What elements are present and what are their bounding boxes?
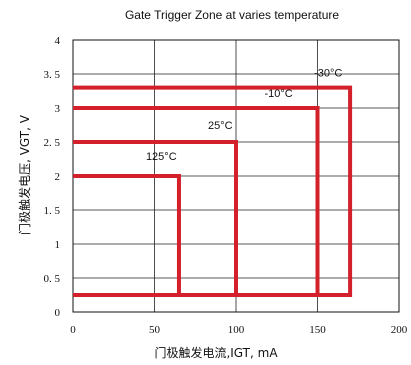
x-axis-label: 门极触发电流,IGT, mA bbox=[154, 345, 278, 360]
y-tick-label-1: 0. 5 bbox=[44, 273, 61, 285]
y-tick-label-3: 1. 5 bbox=[44, 205, 61, 217]
x-tick-label-group: 0 50 100 150 200 bbox=[70, 324, 408, 336]
series-label-group: 125°C 25°C -10°C -30°C bbox=[146, 68, 342, 163]
y-tick-label-5: 2. 5 bbox=[44, 137, 61, 149]
chart-title: Gate Trigger Zone at varies temperature bbox=[125, 8, 339, 22]
series-group bbox=[73, 85, 353, 297]
x-tick-label-3: 150 bbox=[309, 324, 326, 336]
series-line-3 bbox=[73, 85, 353, 297]
y-tick-label-4: 2 bbox=[55, 171, 61, 183]
y-tick-label-6: 3 bbox=[55, 103, 61, 115]
series-label-2: -10°C bbox=[265, 88, 293, 100]
y-axis-label: 门极触发电压, VGT, V bbox=[17, 114, 32, 235]
x-tick-label-2: 100 bbox=[228, 324, 245, 336]
series-label-3: -30°C bbox=[314, 68, 342, 80]
series-line-0 bbox=[73, 174, 181, 297]
x-tick-label-4: 200 bbox=[391, 324, 408, 336]
series-label-0: 125°C bbox=[146, 151, 177, 163]
y-tick-label-group: 0 0. 5 1 1. 5 2 2. 5 3 3. 5 4 bbox=[44, 35, 61, 319]
series-label-1: 25°C bbox=[208, 120, 233, 132]
series-line-2 bbox=[73, 106, 320, 297]
x-tick-label-0: 0 bbox=[70, 324, 76, 336]
y-tick-label-2: 1 bbox=[55, 239, 61, 251]
y-tick-label-0: 0 bbox=[55, 307, 61, 319]
y-tick-label-8: 4 bbox=[55, 35, 61, 47]
y-tick-label-7: 3. 5 bbox=[44, 69, 61, 81]
x-tick-label-1: 50 bbox=[149, 324, 161, 336]
